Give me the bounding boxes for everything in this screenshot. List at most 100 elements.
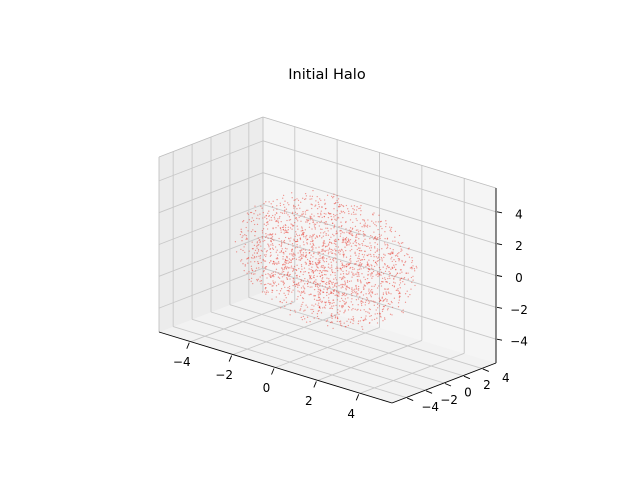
scatter-point [353, 209, 355, 211]
scatter-point [301, 297, 304, 299]
scatter-point [317, 201, 319, 203]
scatter-point [343, 212, 346, 214]
scatter-point [342, 251, 344, 253]
scatter-point [279, 301, 281, 303]
scatter-point [285, 231, 287, 234]
scatter-point [311, 213, 313, 215]
scatter-point [335, 230, 338, 232]
scatter-point [378, 233, 380, 236]
scatter-point [309, 236, 311, 238]
scatter-point [289, 227, 292, 229]
scatter-point [337, 198, 340, 200]
scatter-point [357, 320, 360, 322]
scatter-point [397, 290, 400, 292]
scatter-point [299, 237, 301, 239]
scatter-point [328, 256, 330, 258]
scatter-point [407, 296, 409, 298]
scatter-point [286, 230, 288, 232]
scatter-point [358, 253, 360, 255]
scatter-point [313, 276, 315, 279]
scatter-point [270, 283, 272, 285]
scatter-point [315, 200, 317, 202]
scatter-point [373, 238, 375, 240]
scatter-point [254, 249, 257, 252]
scatter-point [408, 247, 410, 249]
scatter-point [288, 291, 290, 293]
scatter-point [271, 247, 274, 249]
scatter-point [318, 302, 320, 304]
scatter-point [265, 273, 267, 276]
scatter-point [333, 242, 335, 245]
scatter-point [331, 313, 333, 315]
scatter-point [373, 285, 375, 287]
scatter-point [304, 211, 307, 213]
scatter-point [359, 250, 361, 252]
scatter-point [345, 270, 348, 272]
scatter-point [357, 280, 359, 282]
scatter-point [339, 268, 341, 270]
scatter-point [275, 258, 278, 260]
scatter-point [327, 325, 329, 327]
scatter-point [346, 265, 348, 267]
scatter-point [321, 228, 323, 231]
scatter-point [276, 208, 278, 210]
scatter-point [369, 322, 371, 324]
scatter-point [346, 231, 348, 233]
scatter-point [393, 278, 395, 280]
scatter-point [396, 289, 398, 291]
scatter-point [393, 286, 395, 288]
scatter-point [397, 253, 399, 255]
scatter-point [384, 231, 386, 233]
scatter-point [350, 260, 352, 262]
scatter-point [391, 252, 393, 255]
scatter-point [287, 272, 289, 274]
x-tick-label: −2 [215, 368, 233, 382]
scatter-point [302, 197, 304, 199]
scatter-point [345, 249, 347, 252]
scatter-point [320, 214, 322, 216]
scatter-point [344, 238, 346, 240]
scatter-point [357, 257, 359, 259]
scatter-point [301, 229, 304, 231]
scatter-point [246, 238, 249, 240]
scatter-point [246, 272, 248, 274]
y-axis-line [391, 362, 497, 404]
scatter-point [387, 288, 389, 290]
scatter-point [342, 204, 344, 207]
scatter-point [280, 280, 282, 282]
scatter-point [271, 298, 273, 300]
scatter-point [284, 242, 286, 244]
scatter-point [265, 251, 268, 253]
scatter-point [311, 269, 314, 272]
scatter-point [296, 264, 298, 266]
scatter-point [282, 194, 285, 197]
scatter-point [286, 219, 288, 222]
scatter-point [373, 265, 376, 268]
scatter-point [300, 220, 302, 222]
scatter-point [342, 216, 344, 219]
scatter-point [368, 302, 370, 305]
scatter-point [256, 223, 259, 226]
scatter-point [289, 273, 291, 276]
scatter-point [267, 273, 269, 275]
scatter-point [288, 204, 290, 206]
scatter-point [326, 277, 328, 279]
scatter-point [329, 213, 331, 215]
scatter-point [410, 276, 413, 279]
scatter-point [319, 275, 321, 277]
scatter-point [362, 233, 365, 235]
scatter-point [276, 198, 278, 201]
scatter-point [277, 222, 280, 224]
scatter-point [375, 239, 377, 241]
scatter-point [250, 268, 253, 270]
scatter-point [332, 259, 334, 261]
scatter-point [356, 248, 358, 251]
scatter-point [296, 276, 298, 278]
scatter-point [390, 228, 392, 230]
scatter-point [288, 253, 291, 255]
scatter-point [292, 289, 294, 291]
scatter-point [241, 236, 243, 238]
scatter-point [331, 317, 333, 320]
scatter-point [305, 321, 308, 323]
scatter-point [353, 268, 356, 270]
